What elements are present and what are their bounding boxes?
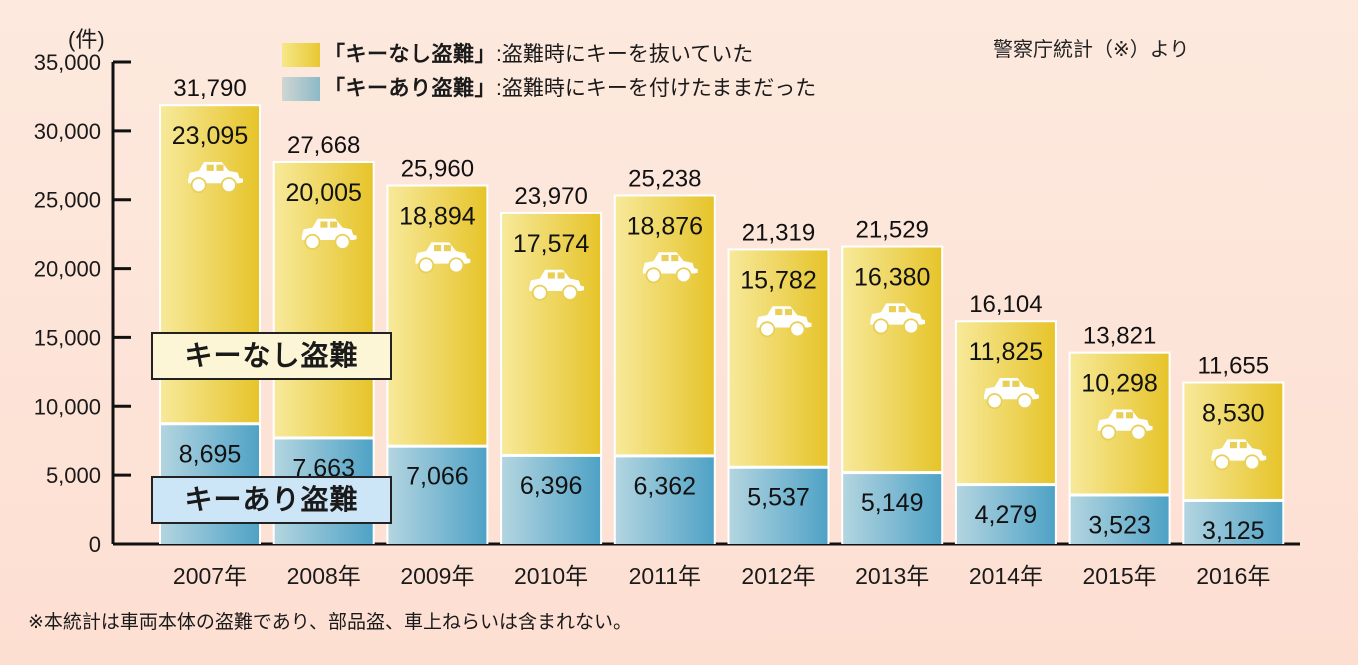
x-tick-label: 2010年: [514, 563, 588, 589]
key-theft-value-label: 4,279: [975, 501, 1038, 529]
y-tick-label: 25,000: [34, 188, 101, 213]
legend-description: :盗難時にキーを抜いていた: [496, 43, 754, 66]
series-label-key-theft: キーあり盗難: [151, 476, 392, 524]
bar-segment-key-theft: [388, 447, 487, 544]
bar-segment-key-theft: [615, 457, 714, 544]
key-theft-value-label: 6,396: [520, 472, 583, 500]
y-axis-unit-label: (件): [68, 27, 105, 52]
bar-segment-no-key-theft: [274, 162, 373, 437]
y-tick-label: 10,000: [34, 394, 101, 419]
total-label: 11,655: [1197, 352, 1269, 379]
no-key-theft-value-label: 17,574: [513, 230, 590, 258]
total-label: 21,529: [855, 217, 928, 244]
bar-segment-no-key-theft: [388, 186, 487, 445]
no-key-theft-value-label: 8,530: [1202, 399, 1265, 427]
x-tick-label: 2008年: [287, 563, 361, 589]
bar-segment-key-theft: [1070, 496, 1169, 544]
key-theft-value-label: 3,125: [1202, 517, 1265, 545]
key-theft-value-label: 6,362: [634, 472, 697, 500]
bar-segment-no-key-theft: [729, 250, 828, 466]
legend-key-label: 「キーあり盗難」: [324, 77, 496, 100]
y-tick-label: 15,000: [34, 325, 101, 350]
bar-segment-key-theft: [502, 456, 601, 544]
x-tick-label: 2009年: [400, 563, 474, 589]
no-key-theft-value-label: 18,894: [399, 202, 476, 230]
total-label: 31,790: [173, 75, 246, 102]
bar-segment-no-key-theft: [615, 196, 714, 455]
x-tick-label: 2014年: [969, 563, 1043, 589]
key-theft-value-label: 5,537: [747, 484, 810, 512]
no-key-theft-value-label: 10,298: [1081, 370, 1157, 398]
bar-segment-key-theft: [729, 468, 828, 544]
total-label: 23,970: [514, 183, 587, 210]
x-tick-label: 2015年: [1083, 563, 1157, 589]
legend: 「キーなし盗難」 :盗難時にキーを抜いていた 「キーあり盗難」 :盗難時にキーを…: [282, 38, 816, 106]
bars: [159, 104, 1285, 545]
y-tick-label: 0: [89, 532, 101, 557]
legend-description: :盗難時にキーを付けたままだった: [496, 77, 817, 100]
key-theft-value-label: 7,066: [406, 463, 469, 491]
y-tick-label: 20,000: [34, 257, 101, 282]
total-label: 16,104: [969, 291, 1042, 318]
bar-segment-no-key-theft: [956, 322, 1055, 484]
x-tick-label: 2012年: [741, 563, 815, 589]
y-tick-label: 35,000: [34, 50, 101, 75]
y-tick-label: 5,000: [46, 463, 101, 488]
total-label: 27,668: [287, 132, 360, 159]
no-key-theft-value-label: 18,876: [627, 212, 703, 240]
no-key-theft-value-label: 15,782: [740, 266, 816, 294]
data-labels: 31,79023,0958,6952007年27,66820,0057,6632…: [172, 75, 1271, 589]
no-key-theft-value-label: 23,095: [172, 122, 248, 150]
legend-key-label: 「キーなし盗難」: [324, 43, 496, 66]
footnote: ※本統計は車両本体の盗難であり、部品盗、車上ねらいは含まれない。: [28, 612, 632, 633]
no-key-theft-value-label: 20,005: [285, 179, 361, 207]
x-tick-label: 2013年: [855, 563, 929, 589]
legend-swatch-blue: [282, 77, 320, 101]
bar-segment-no-key-theft: [502, 213, 601, 454]
key-theft-value-label: 3,523: [1088, 511, 1151, 539]
x-tick-label: 2007年: [173, 563, 247, 589]
total-label: 25,238: [628, 165, 701, 192]
no-key-theft-value-label: 11,825: [969, 338, 1044, 366]
key-theft-value-label: 8,695: [179, 440, 242, 468]
x-tick-label: 2011年: [629, 563, 701, 589]
total-label: 21,319: [742, 219, 815, 246]
legend-entry-no-key: 「キーなし盗難」 :盗難時にキーを抜いていた: [282, 38, 816, 72]
legend-entry-with-key: 「キーあり盗難」 :盗難時にキーを付けたままだった: [282, 72, 816, 106]
source-note: 警察庁統計（※）より: [993, 39, 1190, 61]
total-label: 13,821: [1083, 323, 1156, 350]
bar-segment-key-theft: [1184, 501, 1283, 544]
no-key-theft-value-label: 16,380: [854, 264, 930, 292]
total-label: 25,960: [401, 155, 474, 182]
x-tick-label: 2016年: [1196, 563, 1270, 589]
bar-segment-no-key-theft: [843, 247, 942, 472]
key-theft-value-label: 5,149: [861, 489, 924, 517]
legend-swatch-yellow: [282, 43, 320, 67]
bar-segment-key-theft: [956, 486, 1055, 544]
y-tick-label: 30,000: [34, 119, 101, 144]
bar-segment-key-theft: [843, 474, 942, 544]
series-label-no-key-theft: キーなし盗難: [151, 332, 392, 380]
